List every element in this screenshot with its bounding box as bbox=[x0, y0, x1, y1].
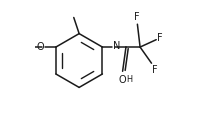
Text: H: H bbox=[126, 75, 132, 84]
Text: N: N bbox=[113, 41, 120, 51]
Text: F: F bbox=[157, 33, 163, 43]
Text: O: O bbox=[118, 75, 126, 85]
Text: F: F bbox=[152, 65, 158, 75]
Text: O: O bbox=[36, 42, 44, 52]
Text: F: F bbox=[134, 11, 140, 22]
